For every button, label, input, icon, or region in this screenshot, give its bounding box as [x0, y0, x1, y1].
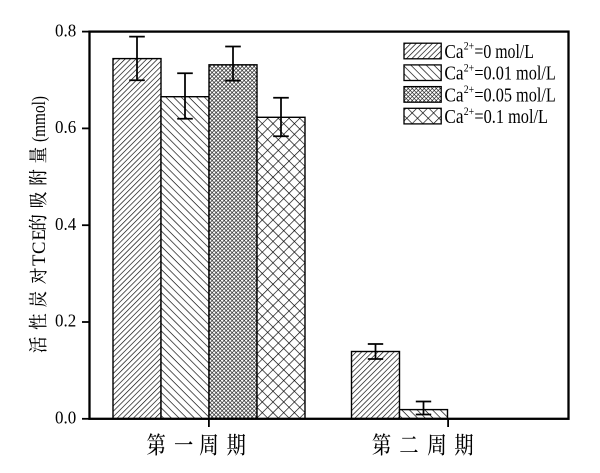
svg-text:2+: 2+ [464, 62, 474, 74]
svg-text:=0.1 mol/L: =0.1 mol/L [474, 107, 548, 128]
svg-text:=0.01 mol/L: =0.01 mol/L [474, 64, 555, 85]
svg-text:E: E [29, 229, 50, 240]
svg-text:0.0: 0.0 [55, 407, 76, 427]
svg-text:C: C [29, 242, 50, 254]
svg-text:2+: 2+ [464, 84, 474, 96]
svg-text:Ca: Ca [444, 64, 463, 85]
svg-text:=0 mol/L: =0 mol/L [474, 42, 534, 63]
svg-text:2+: 2+ [464, 106, 474, 118]
svg-text:Ca: Ca [444, 42, 463, 63]
svg-text:Ca: Ca [444, 107, 463, 128]
svg-text:=0.05 mol/L: =0.05 mol/L [474, 85, 555, 106]
svg-text:0.2: 0.2 [55, 311, 76, 331]
svg-text:T: T [29, 254, 50, 266]
svg-text:0.8: 0.8 [55, 20, 76, 40]
svg-text:Ca: Ca [444, 85, 463, 106]
svg-text:2+: 2+ [464, 41, 474, 53]
svg-text:0.6: 0.6 [55, 117, 76, 137]
svg-text:0.4: 0.4 [55, 214, 76, 234]
svg-text:(mmol): (mmol) [29, 96, 50, 142]
